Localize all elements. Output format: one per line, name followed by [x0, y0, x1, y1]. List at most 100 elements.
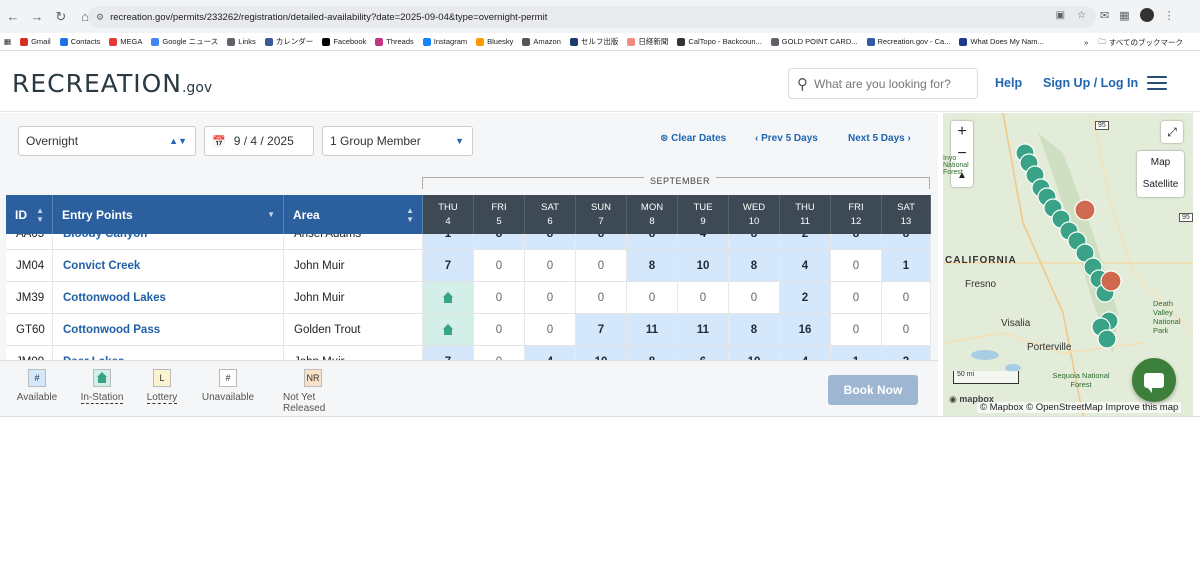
- availability-cell[interactable]: 10: [729, 346, 780, 360]
- bookmark-item[interactable]: Gmail: [20, 36, 51, 47]
- compass-icon[interactable]: ▲: [957, 170, 967, 181]
- availability-cell[interactable]: 7: [423, 250, 474, 281]
- folder-icon: 🗀: [1098, 37, 1106, 46]
- forward-icon[interactable]: →: [30, 9, 44, 24]
- group-size-select[interactable]: 1 Group Member ▼: [322, 126, 473, 156]
- satellite-view-option[interactable]: Satellite: [1142, 179, 1179, 190]
- all-bookmarks[interactable]: 🗀 すべてのブックマーク: [1098, 37, 1183, 47]
- date-picker[interactable]: 📅 9 / 4 / 2025: [204, 126, 314, 156]
- zoom-in-icon[interactable]: +: [957, 123, 967, 140]
- column-id[interactable]: ID ▲ ▼: [6, 195, 53, 234]
- availability-cell[interactable]: 2: [882, 346, 931, 360]
- bookmark-item[interactable]: CalTopo - Backcoun...: [677, 36, 762, 47]
- reload-icon[interactable]: ↻: [55, 8, 67, 24]
- availability-cell[interactable]: 8: [729, 314, 780, 345]
- menu-dots-icon[interactable]: ⋮: [1163, 9, 1175, 22]
- bookmark-item[interactable]: セルフ出版: [569, 36, 618, 47]
- availability-cell[interactable]: 6: [678, 346, 729, 360]
- bookmark-item[interactable]: Amazon: [522, 36, 561, 47]
- back-icon[interactable]: ←: [6, 9, 20, 24]
- availability-cell[interactable]: 4: [780, 346, 831, 360]
- availability-cell[interactable]: 4: [780, 250, 831, 281]
- clear-dates-button[interactable]: ⊗ Clear Dates: [660, 133, 727, 144]
- column-entry-points[interactable]: Entry Points ▼: [53, 195, 284, 234]
- bookmarks-more[interactable]: »: [1084, 38, 1089, 47]
- browser-toolbar: ← → ↻ ⌂ ⚙ recreation.gov/permits/233262/…: [0, 0, 1200, 33]
- availability-cell[interactable]: 4: [678, 234, 729, 249]
- bookmark-item[interactable]: Google ニュース: [151, 36, 218, 47]
- address-bar[interactable]: ⚙ recreation.gov/permits/233262/registra…: [88, 6, 1096, 28]
- availability-cell[interactable]: 8: [831, 234, 882, 249]
- availability-cell[interactable]: 7: [423, 346, 474, 360]
- availability-cell[interactable]: 8: [627, 234, 678, 249]
- availability-cell[interactable]: 10: [678, 250, 729, 281]
- bookmark-star-icon[interactable]: ☆: [1077, 10, 1086, 21]
- next-days-button[interactable]: Next 5 Days ›: [848, 133, 911, 144]
- availability-cell[interactable]: 1: [831, 346, 882, 360]
- hamburger-menu-icon[interactable]: [1147, 76, 1167, 90]
- day-column-header: SUN 7: [576, 195, 627, 234]
- profile-avatar[interactable]: [1139, 8, 1154, 22]
- home-icon[interactable]: ⌂: [81, 9, 89, 24]
- availability-cell[interactable]: 1: [423, 234, 474, 249]
- availability-cell[interactable]: 8: [627, 346, 678, 360]
- entry-point-link[interactable]: Cottonwood Lakes: [53, 282, 284, 313]
- apps-icon[interactable]: ▦: [4, 37, 12, 46]
- availability-cell[interactable]: 8: [882, 234, 931, 249]
- availability-cell[interactable]: 7: [576, 314, 627, 345]
- mapbox-logo[interactable]: ◉ mapbox: [949, 394, 994, 404]
- bookmark-item[interactable]: MEGA: [109, 36, 142, 47]
- bookmark-item[interactable]: カレンダー: [264, 36, 313, 47]
- bookmark-item[interactable]: What Does My Nam...: [959, 36, 1044, 47]
- availability-cell[interactable]: 11: [627, 314, 678, 345]
- entry-point-link[interactable]: Deer Lakes: [53, 346, 284, 360]
- availability-cell[interactable]: 8: [576, 234, 627, 249]
- zoom-out-icon[interactable]: −: [957, 145, 967, 162]
- availability-cell[interactable]: 1: [882, 250, 931, 281]
- mail-icon[interactable]: ✉: [1100, 9, 1110, 22]
- signup-login-link[interactable]: Sign Up / Log In: [1043, 76, 1139, 90]
- bookmark-item[interactable]: Bluesky: [476, 36, 513, 47]
- availability-cell[interactable]: 2: [780, 282, 831, 313]
- permit-type-select[interactable]: Overnight ▲▼: [18, 126, 196, 156]
- fullscreen-icon[interactable]: ⤢: [1161, 121, 1183, 143]
- bookmark-item[interactable]: Instagram: [422, 36, 467, 47]
- availability-cell[interactable]: 8: [729, 234, 780, 249]
- availability-cell[interactable]: 8: [525, 234, 576, 249]
- bookmark-item[interactable]: GOLD POINT CARD...: [770, 36, 858, 47]
- entry-point-link[interactable]: Convict Creek: [53, 250, 284, 281]
- availability-cell[interactable]: 8: [627, 250, 678, 281]
- map-attribution[interactable]: © Mapbox © OpenStreetMap Improve this ma…: [977, 402, 1182, 413]
- entry-point-link[interactable]: Bloody Canyon: [53, 234, 284, 249]
- map-view-option[interactable]: Map: [1150, 157, 1171, 168]
- availability-cell[interactable]: 11: [678, 314, 729, 345]
- book-now-button[interactable]: Book Now: [828, 375, 918, 405]
- availability-cell[interactable]: 8: [474, 234, 525, 249]
- extensions-icon[interactable]: ▦: [1119, 9, 1130, 22]
- bookmark-item[interactable]: 日経新聞: [627, 36, 668, 47]
- bookmark-item[interactable]: Links: [227, 36, 256, 47]
- availability-cell[interactable]: 4: [525, 346, 576, 360]
- help-link[interactable]: Help: [995, 76, 1023, 90]
- legend-item: In-Station: [72, 369, 132, 404]
- chat-button[interactable]: [1132, 358, 1176, 402]
- site-info-icon[interactable]: ⚙: [96, 11, 105, 22]
- bookmark-item[interactable]: Facebook: [322, 36, 366, 47]
- recreation-logo[interactable]: RECREATION.gov: [12, 69, 213, 98]
- bookmark-item[interactable]: Threads: [375, 36, 414, 47]
- legend-label[interactable]: In-Station: [80, 392, 124, 404]
- legend-label[interactable]: Lottery: [146, 392, 178, 404]
- availability-cell[interactable]: 2: [780, 234, 831, 249]
- availability-cell[interactable]: 16: [780, 314, 831, 345]
- column-area[interactable]: Area ▲ ▼: [284, 195, 423, 234]
- bookmark-item[interactable]: Recreation.gov - Ca...: [866, 36, 950, 47]
- bookmark-item[interactable]: Contacts: [59, 36, 100, 47]
- entry-point-link[interactable]: Cottonwood Pass: [53, 314, 284, 345]
- install-icon[interactable]: ▣: [1055, 10, 1066, 21]
- day-column-header: FRI 12: [831, 195, 882, 234]
- search-input[interactable]: ⚲ What are you looking for?: [788, 68, 978, 99]
- availability-cell[interactable]: 10: [576, 346, 627, 360]
- availability-cell[interactable]: 8: [729, 250, 780, 281]
- prev-days-button[interactable]: ‹ Prev 5 Days: [755, 133, 818, 144]
- availability-cell: 0: [831, 314, 882, 345]
